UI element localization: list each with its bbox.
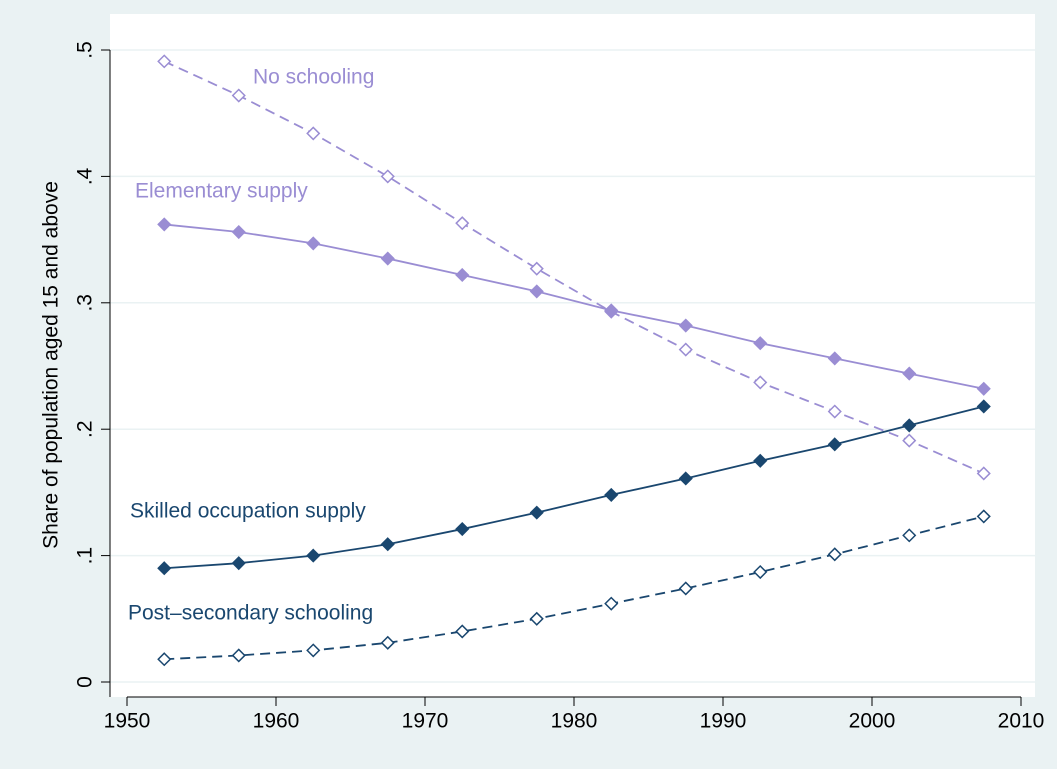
marker (157, 217, 172, 232)
y-tick-label: .4 (74, 167, 97, 185)
x-tick-label: 2000 (849, 710, 896, 733)
series-label: Post–secondary schooling (128, 602, 373, 625)
marker (455, 267, 470, 283)
marker (753, 453, 768, 468)
marker (827, 351, 842, 366)
x-tick-label: 1950 (104, 710, 151, 733)
marker (380, 251, 395, 266)
marker (455, 216, 470, 231)
marker (902, 418, 917, 433)
marker (827, 547, 842, 562)
marker (306, 643, 321, 658)
marker (231, 224, 246, 240)
marker (157, 652, 172, 667)
marker (678, 318, 693, 333)
marker (529, 261, 544, 276)
marker (678, 581, 693, 596)
marker (604, 303, 619, 318)
series-label: No schooling (253, 66, 374, 89)
marker (976, 399, 991, 414)
y-axis-title: Share of population aged 15 and above (40, 181, 63, 549)
x-tick-label: 1960 (253, 710, 300, 733)
marker (157, 561, 172, 576)
marker (380, 635, 395, 650)
marker (753, 375, 768, 390)
marker (976, 466, 991, 481)
marker (902, 366, 917, 381)
marker (455, 624, 470, 639)
series-line (163, 60, 985, 475)
series-line (164, 223, 984, 390)
x-tick-label: 1990 (700, 710, 747, 733)
marker (827, 437, 842, 452)
y-tick-label: .3 (74, 294, 97, 312)
marker (306, 126, 321, 141)
y-tick-label: .1 (74, 547, 97, 565)
y-tick-label: .2 (74, 420, 97, 438)
series-label: Skilled occupation supply (130, 500, 366, 523)
marker (678, 471, 693, 486)
marker (678, 342, 693, 357)
marker (976, 381, 991, 396)
marker (529, 284, 544, 299)
plot-area (110, 14, 1035, 697)
series-label: Elementary supply (135, 180, 308, 203)
x-tick-label: 1970 (402, 710, 449, 733)
marker (604, 596, 619, 611)
marker (231, 648, 246, 663)
marker (380, 537, 395, 552)
marker (753, 564, 768, 580)
series-line (164, 405, 984, 570)
marker (827, 404, 842, 419)
y-tick-label: .5 (74, 41, 97, 59)
marker (306, 548, 321, 563)
marker (231, 556, 246, 571)
marker (529, 505, 544, 520)
marker (604, 487, 619, 502)
marker (231, 88, 246, 103)
marker (157, 54, 172, 69)
marker (455, 521, 470, 537)
marker (902, 433, 917, 448)
marker (976, 509, 991, 524)
marker (902, 528, 917, 543)
marker (306, 236, 321, 251)
series-line (164, 515, 984, 661)
marker (753, 336, 768, 351)
marker (380, 169, 395, 184)
x-tick-label: 2010 (998, 710, 1045, 733)
marker (529, 611, 544, 626)
y-tick-label: 0 (74, 676, 97, 688)
x-tick-label: 1980 (551, 710, 598, 733)
